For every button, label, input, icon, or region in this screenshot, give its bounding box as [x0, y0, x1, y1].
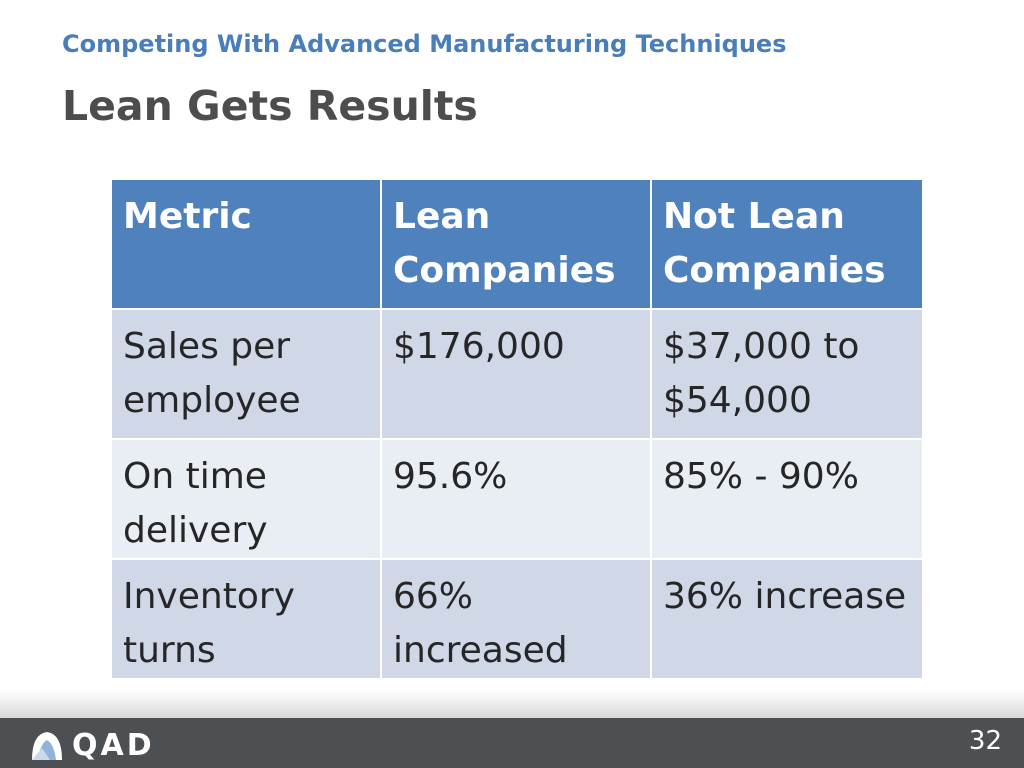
- slide-subtitle: Competing With Advanced Manufacturing Te…: [62, 30, 787, 58]
- table-row: On time delivery 95.6% 85% - 90%: [110, 438, 924, 560]
- table-cell: 36% increase: [650, 558, 924, 680]
- table-header-row: Metric Lean Companies Not Lean Companies: [110, 178, 924, 310]
- column-header-not-lean: Not Lean Companies: [650, 178, 924, 310]
- footer-bar: QAD 32: [0, 718, 1024, 768]
- column-header-metric: Metric: [110, 178, 382, 310]
- column-header-lean: Lean Companies: [380, 178, 652, 310]
- table-row: Inventory turns 66% increased 36% increa…: [110, 558, 924, 680]
- table-row: Sales per employee $176,000 $37,000 to $…: [110, 308, 924, 440]
- table-cell: $37,000 to $54,000: [650, 308, 924, 440]
- qad-logo-icon: [32, 732, 62, 760]
- table-cell: 85% - 90%: [650, 438, 924, 560]
- page-number: 32: [968, 726, 1002, 756]
- table-cell: On time delivery: [110, 438, 382, 560]
- slide-title: Lean Gets Results: [62, 82, 478, 130]
- logo-text: QAD: [72, 728, 155, 763]
- results-table: Metric Lean Companies Not Lean Companies…: [110, 178, 924, 680]
- footer-shadow: [0, 690, 1024, 718]
- table-cell: Inventory turns: [110, 558, 382, 680]
- table-cell: 66% increased: [380, 558, 652, 680]
- table-cell: $176,000: [380, 308, 652, 440]
- company-logo: QAD: [30, 730, 155, 762]
- table-cell: 95.6%: [380, 438, 652, 560]
- table-cell: Sales per employee: [110, 308, 382, 440]
